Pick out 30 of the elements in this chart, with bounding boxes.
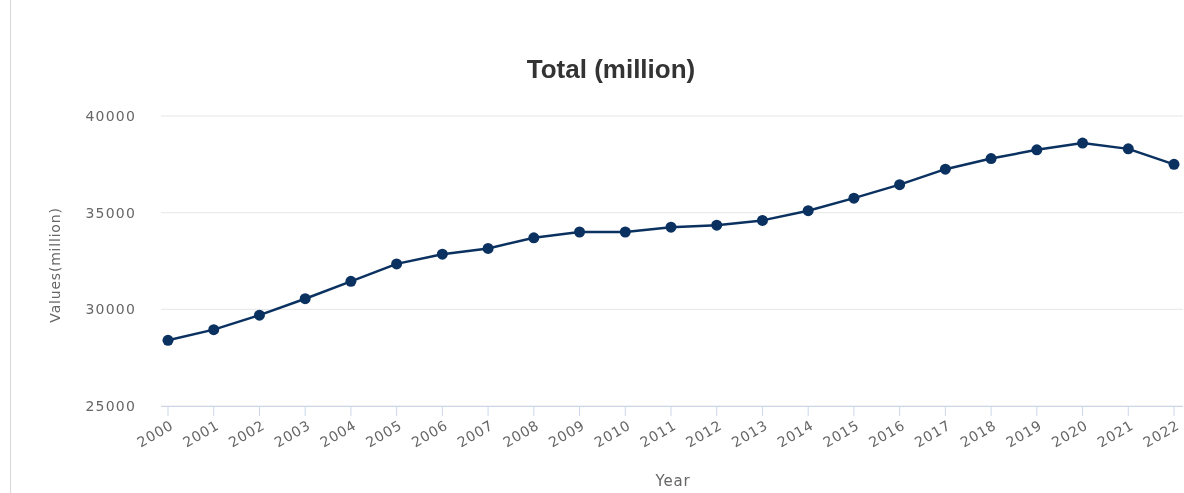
- point: [1122, 143, 1134, 155]
- point: [574, 226, 586, 238]
- y-tick-label: 40000: [85, 107, 136, 124]
- point: [253, 309, 265, 321]
- point: [391, 258, 403, 270]
- point: [345, 275, 357, 287]
- chart-title: Total (million): [526, 54, 696, 84]
- point: [436, 248, 448, 260]
- y-tick-label: 30000: [85, 301, 136, 318]
- y-axis-title: Values(million): [47, 207, 63, 323]
- point: [1077, 137, 1089, 149]
- point: [1031, 144, 1043, 156]
- point: [756, 214, 768, 226]
- point: [619, 226, 631, 238]
- point: [208, 324, 220, 336]
- point: [985, 153, 997, 165]
- y-tick-label: 25000: [85, 397, 136, 414]
- point: [162, 334, 174, 346]
- point: [1168, 158, 1180, 170]
- point: [802, 205, 814, 217]
- point: [894, 179, 906, 191]
- point: [939, 163, 951, 175]
- point: [848, 192, 860, 204]
- point: [665, 221, 677, 233]
- point: [711, 219, 723, 231]
- point: [299, 293, 311, 305]
- x-axis-title: Year: [654, 472, 691, 490]
- point: [528, 232, 540, 244]
- point: [482, 242, 494, 254]
- y-tick-label: 35000: [85, 204, 136, 221]
